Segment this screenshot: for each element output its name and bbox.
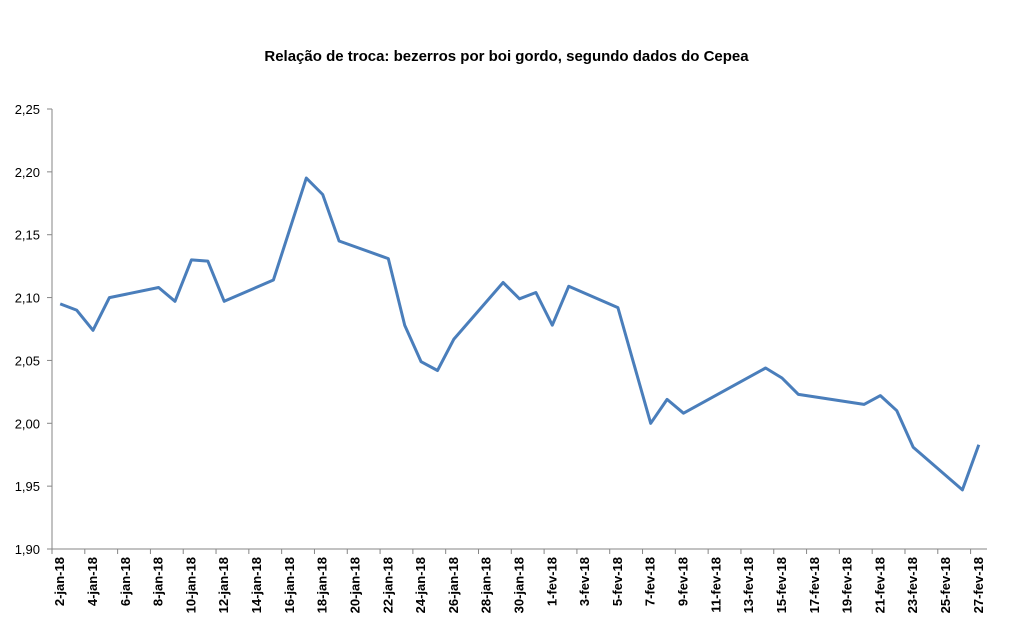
chart-title: Relação de troca: bezerros por boi gordo… — [264, 48, 749, 65]
y-tick-label: 2,15 — [15, 228, 40, 243]
y-tick-label: 2,05 — [15, 353, 40, 368]
x-tick-label: 16-jan-18 — [282, 557, 297, 613]
x-tick-label: 5-fev-18 — [610, 557, 625, 606]
x-tick-label: 23-fev-18 — [905, 557, 920, 613]
x-tick-label: 25-fev-18 — [938, 557, 953, 613]
y-tick-label: 2,10 — [15, 291, 40, 306]
series-line — [59, 176, 981, 492]
x-tick-label: 24-jan-18 — [413, 557, 428, 613]
x-tick-label: 30-jan-18 — [512, 557, 527, 613]
x-tick-label: 18-jan-18 — [315, 557, 330, 613]
y-tick-label: 2,00 — [15, 416, 40, 431]
x-tick-label: 14-jan-18 — [249, 557, 264, 613]
x-tick-label: 1-fev-18 — [544, 557, 559, 606]
x-tick-label: 20-jan-18 — [347, 557, 362, 613]
x-tick-label: 6-jan-18 — [118, 557, 133, 606]
x-tick-label: 11-fev-18 — [708, 557, 723, 613]
y-tick-label: 2,25 — [15, 102, 40, 117]
x-tick-label: 17-fev-18 — [807, 557, 822, 613]
x-tick-label: 7-fev-18 — [643, 557, 658, 606]
y-tick-label: 1,95 — [15, 479, 40, 494]
y-tick-label: 2,20 — [15, 165, 40, 180]
x-tick-label: 26-jan-18 — [446, 557, 461, 613]
x-tick-label: 8-jan-18 — [151, 557, 166, 606]
x-tick-label: 21-fev-18 — [872, 557, 887, 613]
x-tick-label: 22-jan-18 — [380, 557, 395, 613]
x-tick-label: 10-jan-18 — [183, 557, 198, 613]
x-tick-label: 15-fev-18 — [774, 557, 789, 613]
x-tick-label: 28-jan-18 — [479, 557, 494, 613]
x-tick-label: 12-jan-18 — [216, 557, 231, 613]
x-tick-label: 27-fev-18 — [971, 557, 986, 613]
x-tick-label: 19-fev-18 — [840, 557, 855, 613]
x-tick-label: 9-fev-18 — [676, 557, 691, 606]
x-tick-label: 2-jan-18 — [52, 557, 67, 606]
y-tick-label: 1,90 — [15, 542, 40, 557]
x-tick-label: 13-fev-18 — [741, 557, 756, 613]
x-tick-label: 4-jan-18 — [85, 557, 100, 606]
x-tick-label: 3-fev-18 — [577, 557, 592, 606]
